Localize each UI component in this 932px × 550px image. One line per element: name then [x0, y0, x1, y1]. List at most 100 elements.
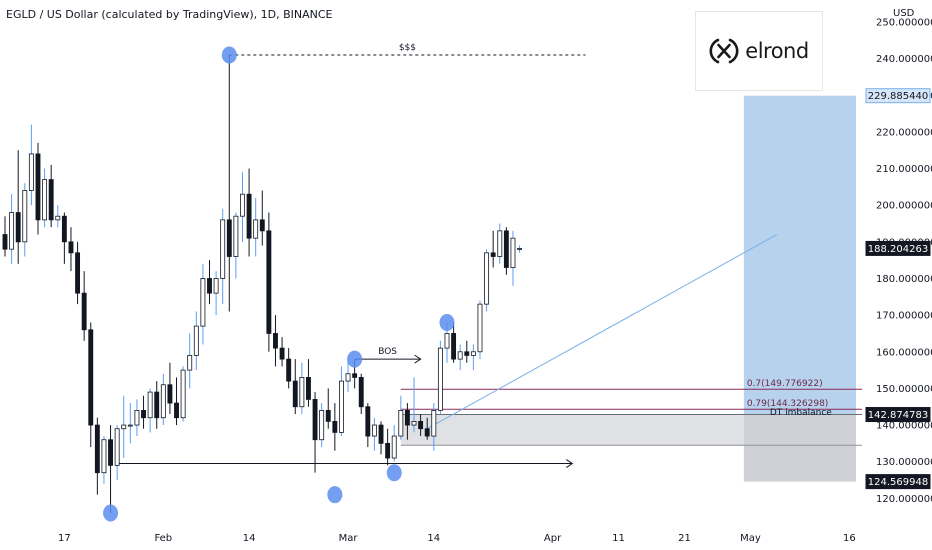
time-tick-label: Apr — [544, 533, 562, 544]
candle — [437, 340, 443, 415]
candle — [167, 362, 173, 415]
candle — [266, 212, 272, 352]
candle-body — [94, 424, 100, 474]
candle-body — [365, 406, 371, 437]
candle — [345, 359, 351, 393]
candle — [28, 124, 34, 206]
candle — [68, 227, 74, 272]
candle-body — [75, 252, 81, 294]
candle-body — [319, 410, 325, 441]
candle-body — [371, 424, 377, 437]
candle-body — [464, 351, 470, 356]
candle-body — [299, 377, 305, 408]
candle — [108, 425, 113, 514]
price-axis-panel[interactable] — [862, 0, 932, 524]
candle-body — [332, 420, 338, 433]
time-tick-label: May — [740, 533, 761, 544]
candle — [411, 377, 417, 433]
stop-price-badge-bg — [865, 474, 931, 490]
swing-marker — [221, 46, 237, 64]
target-zone — [743, 95, 856, 415]
candle-body — [510, 237, 516, 268]
candle — [9, 194, 15, 264]
candle-body — [246, 193, 252, 239]
candle-body — [55, 215, 61, 221]
price-tick-label: 150.000000 — [876, 384, 932, 395]
candle — [292, 359, 298, 415]
candle — [200, 263, 206, 345]
candle-body — [279, 347, 285, 360]
chart-title: EGLD / US Dollar (calculated by TradingV… — [6, 8, 333, 21]
candle — [431, 403, 437, 451]
swing-marker — [327, 486, 343, 504]
stop-price-badge: 124.569948 — [868, 477, 928, 488]
candle-body — [273, 333, 278, 349]
candle-body — [411, 420, 417, 426]
candle — [385, 428, 391, 466]
candle-body — [174, 402, 179, 419]
candle — [312, 392, 318, 473]
candle — [127, 403, 133, 444]
candle — [15, 150, 21, 264]
elrond-logo-icon — [709, 38, 739, 64]
time-tick-label: Mar — [339, 533, 359, 544]
candle — [299, 362, 305, 415]
bos-label: BOS — [378, 347, 397, 357]
candle — [61, 212, 67, 264]
candle-body — [457, 351, 463, 360]
annotation-labels: $$$ BOS 0.7(149.776922) 0.79(144.326298)… — [378, 43, 832, 418]
candle — [470, 344, 476, 371]
swing-marker — [386, 464, 402, 482]
candle-body — [220, 219, 226, 279]
candle-body — [240, 193, 245, 217]
elrond-logo-text: elrond — [745, 39, 809, 63]
position-zones — [400, 95, 862, 482]
candle-body — [391, 435, 397, 459]
candle-body — [233, 215, 239, 257]
price-tick-label: 250.000000 — [876, 17, 932, 28]
candle — [240, 172, 245, 242]
candle — [2, 216, 8, 257]
candle — [404, 403, 410, 440]
last-price-badge-bg — [865, 240, 931, 256]
candle — [22, 183, 28, 257]
candle-body — [437, 347, 443, 411]
candle-body — [477, 303, 483, 353]
time-axis-panel[interactable] — [0, 524, 932, 550]
candle — [226, 54, 232, 312]
candle-body — [306, 377, 311, 400]
annotation-lines — [117, 54, 862, 468]
candle — [286, 348, 292, 389]
candle — [253, 197, 259, 257]
entry-price-badge: 142.874783 — [868, 410, 928, 421]
candle-body — [134, 410, 140, 426]
candle-body — [108, 439, 113, 466]
candle — [101, 436, 107, 484]
candle-body — [114, 428, 120, 466]
candle — [319, 403, 325, 448]
candle-body — [48, 179, 54, 221]
candle-body — [200, 278, 206, 327]
candle — [81, 271, 87, 341]
candle — [134, 399, 140, 437]
candle — [220, 208, 226, 305]
candle-body — [141, 410, 146, 419]
imbalance-label: DT imbalance — [770, 408, 832, 418]
candle — [391, 425, 397, 462]
candle — [451, 322, 457, 363]
swing-marker — [439, 313, 455, 331]
candle-body — [490, 252, 496, 257]
price-tick-label: 160.000000 — [876, 347, 932, 358]
candle-body — [160, 384, 166, 419]
candle — [464, 340, 470, 363]
price-axis-unit[interactable]: USD — [893, 8, 915, 19]
candle — [273, 315, 278, 367]
candle-body — [121, 424, 127, 430]
price-tick-label: 120.000000 — [876, 494, 932, 505]
bos-arrow-head — [414, 354, 422, 364]
swing-markers — [103, 46, 455, 522]
candle — [75, 241, 81, 305]
candle — [160, 373, 166, 426]
